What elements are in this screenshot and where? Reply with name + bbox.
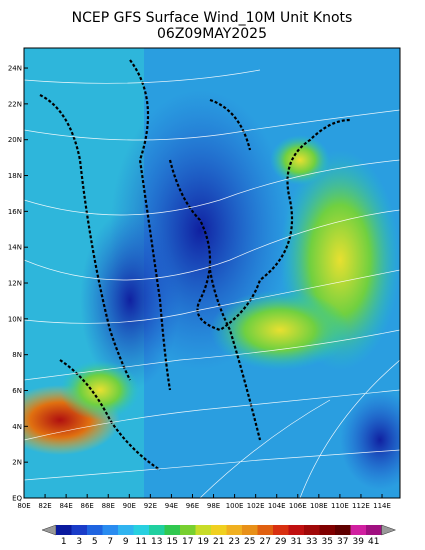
lat-label: 10N <box>8 315 22 323</box>
colorbar-swatch <box>226 525 243 535</box>
lon-label: 104E <box>268 502 286 510</box>
colorbar-swatch <box>366 525 382 535</box>
lat-label: 20N <box>8 136 22 144</box>
colorbar-swatch <box>102 525 119 535</box>
colorbar-label: 5 <box>92 537 98 547</box>
colorbar-label: 27 <box>260 537 271 547</box>
colorbar-label: 9 <box>123 537 129 547</box>
lat-label: 6N <box>12 387 22 395</box>
lon-label: 96E <box>186 502 199 510</box>
colorbar-swatch <box>335 525 351 535</box>
lon-label: 114E <box>373 502 391 510</box>
map-frame <box>23 47 401 499</box>
lon-label: 100E <box>226 502 244 510</box>
colorbar-label: 37 <box>337 537 348 547</box>
colorbar-swatch <box>257 525 274 535</box>
colorbar-arrow <box>381 524 397 536</box>
colorbar-swatch <box>350 525 367 535</box>
lon-label: 108E <box>310 502 328 510</box>
axes: EQ 2N 4N 6N 8N 10N 12N 14N 16N 18N 20N 22N 24N 80E 82E… <box>8 65 391 510</box>
colorbar: 1 3 5 7 9 11 13 15 17 19 21 23 25 27 29 31 33 35 37 39 41 <box>41 524 397 547</box>
lat-label: 14N <box>8 244 22 252</box>
colorbar-label: 11 <box>136 537 147 547</box>
colorbar-label: 39 <box>353 537 365 547</box>
colorbar-swatch <box>319 525 336 535</box>
colorbar-swatch <box>71 525 88 535</box>
lat-label: 16N <box>8 208 22 216</box>
colorbar-label: 41 <box>368 537 379 547</box>
colorbar-label: 1 <box>61 537 67 547</box>
colorbar-label: 17 <box>182 537 193 547</box>
lon-label: 112E <box>352 502 370 510</box>
lat-label: 18N <box>8 172 22 180</box>
lon-label: 110E <box>331 502 349 510</box>
colorbar-swatch <box>288 525 305 535</box>
colorbar-label: 33 <box>306 537 317 547</box>
colorbar-arrow <box>41 524 57 536</box>
lon-label: 102E <box>247 502 265 510</box>
map-area <box>24 48 400 498</box>
lon-label: 80E <box>17 502 30 510</box>
lon-label: 82E <box>38 502 51 510</box>
colorbar-label: 23 <box>229 537 240 547</box>
colorbar-label: 21 <box>213 537 224 547</box>
colorbar-swatch <box>304 525 320 535</box>
colorbar-label: 19 <box>198 537 210 547</box>
lat-label: EQ <box>12 495 22 503</box>
colorbar-swatch <box>195 525 212 535</box>
lon-label: 98E <box>207 502 220 510</box>
colorbar-swatch <box>242 525 258 535</box>
colorbar-swatch <box>164 525 181 535</box>
colorbar-label: 29 <box>275 537 287 547</box>
lon-label: 84E <box>59 502 72 510</box>
subtitle: 06Z09MAY2025 <box>157 26 267 42</box>
lat-label: 22N <box>8 100 22 108</box>
lon-label: 106E <box>289 502 307 510</box>
title: NCEP GFS Surface Wind_10M Unit Knots <box>72 10 353 26</box>
colorbar-label: 7 <box>107 537 113 547</box>
lon-label: 88E <box>102 502 115 510</box>
colorbar-label: 15 <box>167 537 178 547</box>
colorbar-label: 13 <box>151 537 162 547</box>
colorbar-swatch <box>180 525 196 535</box>
lon-label: 92E <box>144 502 157 510</box>
colorbar-label: 25 <box>244 537 255 547</box>
lat-label: 24N <box>8 65 22 73</box>
colorbar-swatch <box>273 525 289 535</box>
lon-label: 94E <box>165 502 178 510</box>
colorbar-swatch <box>211 525 227 535</box>
lat-label: 8N <box>12 351 22 359</box>
lon-label: 86E <box>81 502 94 510</box>
colorbar-swatch <box>149 525 165 535</box>
colorbar-label: 31 <box>291 537 302 547</box>
colorbar-label: 3 <box>76 537 82 547</box>
colorbar-swatch <box>87 525 103 535</box>
lon-label: 90E <box>123 502 136 510</box>
lat-label: 4N <box>12 423 22 431</box>
colorbar-swatch <box>133 525 150 535</box>
colorbar-label: 35 <box>322 537 333 547</box>
colorbar-swatch <box>56 525 72 535</box>
lat-label: 2N <box>12 459 22 467</box>
lat-label: 12N <box>8 280 22 288</box>
colorbar-swatch <box>118 525 134 535</box>
